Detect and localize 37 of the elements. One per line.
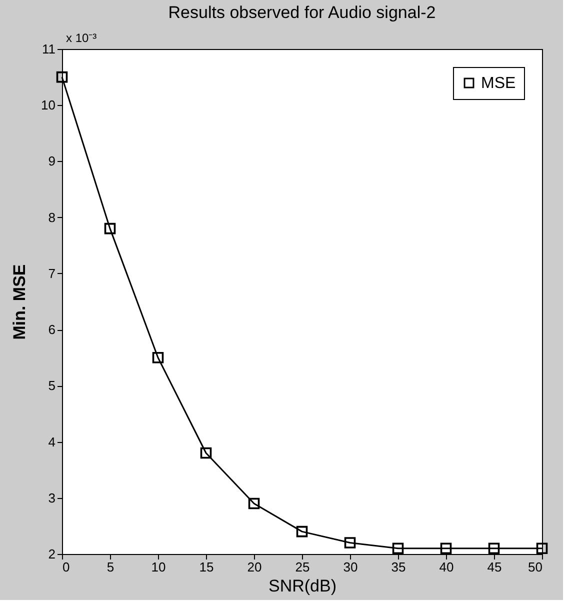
x-tick-label: 40 (439, 560, 454, 574)
point (104, 222, 116, 234)
x-tick-label: 10 (151, 560, 166, 574)
y-tick-label: 7 (48, 266, 56, 281)
legend-label: MSE (481, 75, 516, 92)
y-tick-label: 5 (48, 378, 56, 394)
point (248, 498, 260, 510)
x-tick-label: 5 (106, 560, 114, 574)
y-tick-label: 6 (48, 322, 56, 338)
y-axis-title: Min. MSE (10, 264, 30, 340)
point (536, 542, 548, 554)
point (392, 542, 404, 554)
x-tick-label: 0 (62, 560, 70, 574)
text: x 10⁻³ (66, 31, 97, 45)
point (488, 542, 500, 554)
x-tick-label: 35 (391, 560, 406, 574)
x-tick-label: 30 (343, 560, 358, 574)
point (152, 352, 164, 364)
point (56, 71, 68, 83)
x-axis-title: SNR(dB) (268, 576, 337, 596)
x-tick-label: 25 (295, 560, 310, 574)
y-tick-label: 11 (42, 42, 56, 56)
x-tick-label: 20 (247, 560, 262, 574)
point (296, 526, 308, 538)
y-tick-label: 4 (48, 434, 56, 450)
x-tick-label: 45 (487, 560, 502, 574)
point (344, 537, 356, 548)
y-tick-label: 2 (48, 546, 56, 562)
point (440, 542, 452, 554)
chart-title: Results observed for Audio signal-2 (168, 3, 436, 22)
y-tick-label: 9 (48, 154, 56, 169)
x-tick-label: 15 (199, 560, 214, 574)
y-tick-label: 8 (48, 210, 56, 225)
y-tick-label: 3 (48, 490, 56, 506)
point (200, 447, 212, 459)
x-tick-label: 50 (528, 560, 542, 574)
y-tick-label: 10 (41, 98, 56, 113)
